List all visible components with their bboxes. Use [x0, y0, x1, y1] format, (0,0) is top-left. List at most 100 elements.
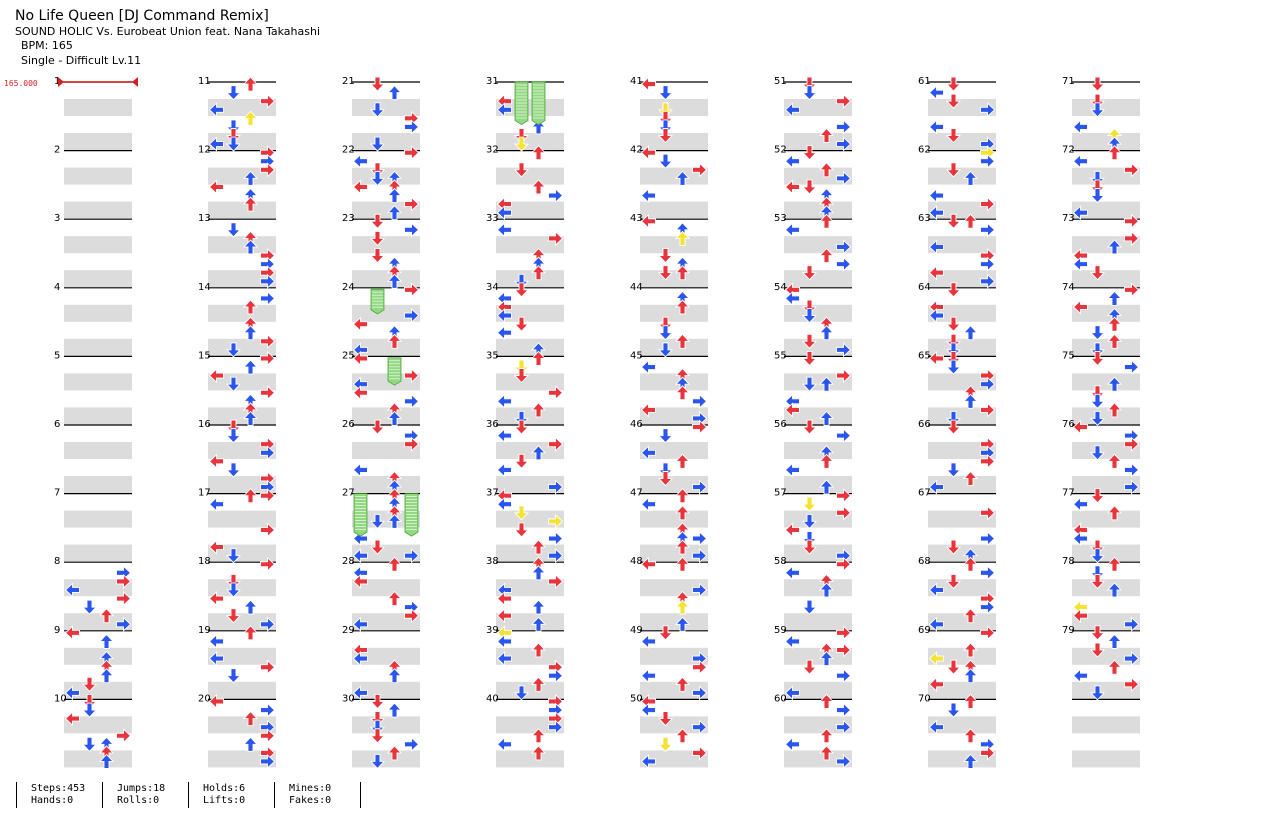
measure-54: 54 [774, 282, 852, 356]
hold-body [370, 288, 385, 315]
note-right-blue [260, 290, 276, 306]
measure-48: 48 [630, 556, 708, 631]
note-left-red [208, 539, 224, 555]
beat-band [496, 681, 564, 699]
stat-group-2: Jumps:18 Rolls:0 [102, 782, 189, 808]
measure-number: 72 [1062, 145, 1075, 156]
measure-number: 39 [486, 625, 499, 636]
note-left-blue [928, 188, 944, 204]
note-down-blue [657, 325, 674, 341]
measure-72: 72 [1062, 145, 1140, 219]
note-up-blue [386, 513, 403, 529]
note-up-red [674, 453, 691, 469]
note-left-red [640, 402, 656, 418]
note-down-blue [1089, 170, 1106, 187]
note-right-red [260, 728, 276, 744]
beat-band [64, 647, 132, 665]
note-up-blue [1106, 376, 1123, 392]
note-right-red [980, 453, 996, 469]
beat-band [352, 99, 420, 116]
note-right-red [692, 419, 708, 435]
note-right-blue [836, 668, 852, 684]
beat-band [1072, 133, 1140, 150]
note-right-blue [980, 599, 996, 615]
measure-43: 43 [630, 213, 708, 288]
beat-band [640, 304, 708, 322]
note-right-red [1124, 282, 1140, 298]
measure-number: 51 [774, 76, 787, 87]
measure-number: 36 [486, 419, 499, 430]
note-right-red [1124, 436, 1140, 452]
measure-number: 40 [486, 693, 499, 704]
note-down-red [657, 316, 674, 332]
measure-4: 4 [54, 282, 132, 356]
measure-64: 64 [918, 282, 996, 356]
measure-number: 32 [486, 145, 499, 156]
beat-band [496, 476, 564, 493]
note-left-red [64, 711, 80, 727]
measure-33: 33 [486, 213, 564, 288]
beat-band [784, 476, 852, 493]
beat-band [352, 167, 420, 185]
measure-number: 49 [630, 625, 643, 636]
note-down-red [1089, 265, 1106, 281]
beat-band [496, 338, 564, 356]
measure-number: 9 [54, 625, 60, 636]
note-up-red [1106, 144, 1123, 161]
beat-band [352, 407, 420, 425]
note-right-blue [260, 273, 276, 289]
note-right-blue [548, 668, 564, 684]
note-up-blue [386, 205, 403, 221]
beat-band [928, 236, 996, 254]
note-right-red [836, 625, 852, 641]
beat-band [640, 99, 708, 116]
beat-band [64, 510, 132, 528]
note-down-blue [1089, 548, 1106, 564]
note-left-red [208, 368, 224, 384]
note-up-red [962, 642, 979, 658]
note-up-red [530, 728, 547, 744]
measure-number: 53 [774, 213, 787, 224]
measure-number: 26 [342, 419, 355, 430]
note-up-blue [242, 599, 259, 615]
note-down-blue [369, 102, 386, 118]
beat-band [784, 579, 852, 597]
measure-number: 23 [342, 213, 355, 224]
note-left-red [352, 179, 368, 195]
note-down-blue [81, 702, 98, 718]
note-up-blue [530, 565, 547, 581]
measure-number: 73 [1062, 213, 1075, 224]
beat-band [928, 510, 996, 528]
beat-band [208, 716, 276, 734]
beat-band [64, 476, 132, 493]
measure-number: 70 [918, 693, 931, 704]
note-right-blue [548, 479, 564, 495]
note-up-red [674, 385, 691, 401]
note-left-blue [928, 308, 944, 324]
note-down-yellow [801, 496, 818, 512]
measure-73: 73 [1062, 213, 1140, 288]
note-right-blue [836, 342, 852, 358]
beat-band [208, 407, 276, 425]
note-right-blue [548, 719, 564, 735]
note-right-red [260, 93, 276, 109]
measure-number: 75 [1062, 350, 1075, 361]
note-down-red [801, 351, 818, 367]
beat-band [1072, 716, 1140, 734]
beat-band [640, 373, 708, 391]
note-down-blue [1089, 188, 1106, 204]
note-down-red [801, 539, 818, 555]
beat-band [496, 750, 564, 768]
note-left-blue [208, 633, 224, 649]
beat-band [64, 750, 132, 768]
note-right-blue [836, 119, 852, 135]
measure-12: 12 [198, 145, 276, 219]
measure-number: 63 [918, 213, 931, 224]
beat-band [640, 133, 708, 150]
note-down-red [1089, 625, 1106, 641]
measure-55: 55 [774, 350, 852, 425]
note-right-blue [260, 702, 276, 718]
note-right-blue [836, 170, 852, 186]
note-left-red [496, 608, 512, 624]
measure-80 [1072, 698, 1140, 768]
